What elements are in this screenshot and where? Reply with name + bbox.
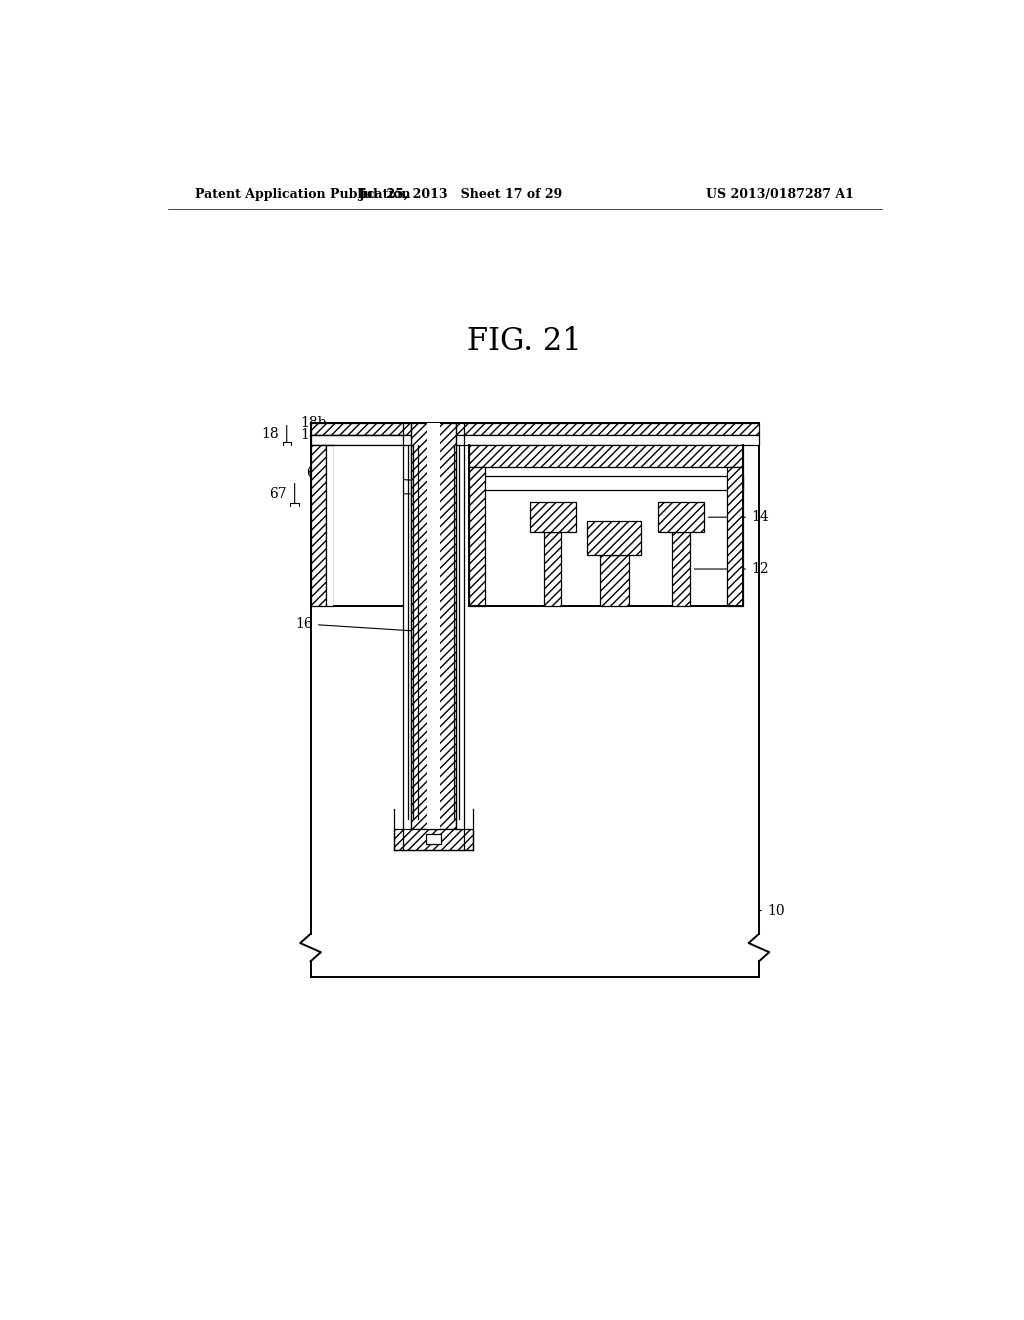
Bar <box>394 829 473 850</box>
Bar <box>727 467 743 606</box>
Text: 18b: 18b <box>300 416 396 430</box>
Bar <box>529 502 575 532</box>
Bar <box>673 532 690 606</box>
Bar <box>394 829 473 850</box>
Bar <box>673 532 690 606</box>
Bar <box>469 467 485 606</box>
Text: 18: 18 <box>261 426 279 441</box>
Text: 18a: 18a <box>300 428 396 442</box>
Bar <box>334 445 403 606</box>
Bar <box>600 554 629 606</box>
Bar <box>469 445 743 467</box>
Bar <box>658 502 705 532</box>
Text: Patent Application Publication: Patent Application Publication <box>196 189 411 202</box>
Bar <box>327 445 334 606</box>
Bar <box>658 502 705 532</box>
Bar <box>600 554 629 606</box>
Text: 63: 63 <box>310 487 411 500</box>
Bar <box>469 477 743 490</box>
Text: 67: 67 <box>269 487 287 500</box>
Text: 14: 14 <box>709 511 769 524</box>
Text: US 2013/0187287 A1: US 2013/0187287 A1 <box>707 189 854 202</box>
Text: 16: 16 <box>295 616 413 631</box>
Bar <box>588 521 641 554</box>
Bar <box>412 422 456 829</box>
Bar <box>310 445 327 606</box>
Text: 61: 61 <box>310 502 400 516</box>
Bar <box>310 422 759 436</box>
Bar <box>426 834 441 845</box>
Text: 12: 12 <box>694 562 769 576</box>
Bar <box>310 436 759 445</box>
Text: Jul. 25, 2013   Sheet 17 of 29: Jul. 25, 2013 Sheet 17 of 29 <box>359 189 563 202</box>
Bar <box>588 521 641 554</box>
Bar <box>427 422 440 829</box>
Bar <box>469 467 485 606</box>
Bar <box>544 532 561 606</box>
Text: 65: 65 <box>306 466 415 480</box>
Bar <box>727 467 743 606</box>
Bar <box>469 445 743 467</box>
Bar <box>310 422 759 436</box>
Text: FIG. 21: FIG. 21 <box>467 326 583 356</box>
Text: 10: 10 <box>759 903 784 917</box>
Bar <box>544 532 561 606</box>
Bar <box>529 502 575 532</box>
Bar <box>412 422 456 829</box>
Bar <box>310 445 327 606</box>
